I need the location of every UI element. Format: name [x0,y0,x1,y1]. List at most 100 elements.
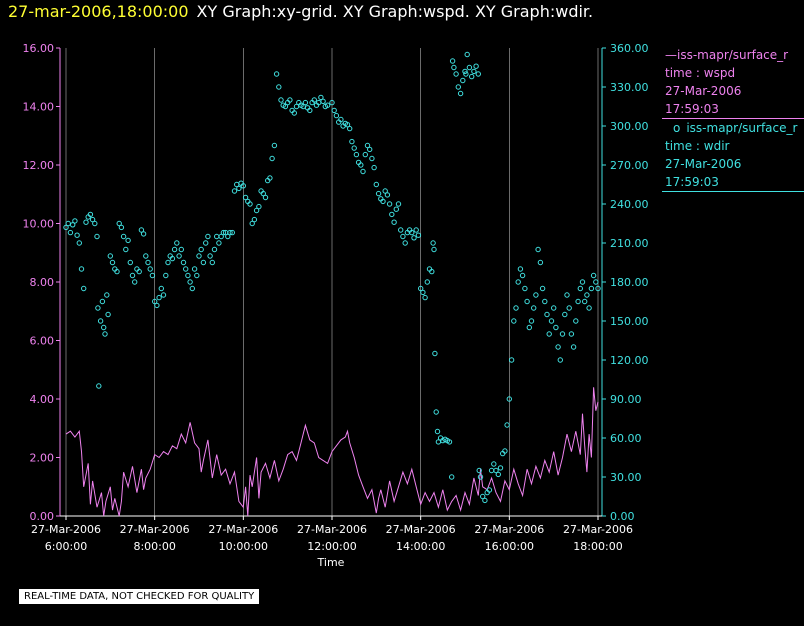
wdir-point [147,266,153,272]
wdir-point [63,224,69,231]
wdir-point [395,201,402,207]
wdir-point [495,471,501,478]
wdir-point [143,253,149,259]
wdir-point [398,227,404,233]
wdir-point [78,266,85,272]
wdir-point [351,145,357,151]
wdir-point [101,324,107,331]
right-tick-label: 30.00 [610,471,642,484]
right-tick-label: 0.00 [610,510,635,523]
wdir-point [236,185,242,192]
wdir-point [240,183,247,189]
wdir-point [269,155,275,162]
wdir-point [165,259,171,266]
wdir-point [65,220,71,227]
wdir-point [429,268,435,275]
right-tick-label: 300.00 [610,120,649,133]
wdir-point [318,94,324,101]
wdir-point [278,97,284,103]
x-tick-time: 10:00:00 [219,540,268,553]
left-tick-label: 16.00 [23,42,55,55]
wdir-point [449,58,456,64]
left-tick-label: 14.00 [23,101,55,114]
wdir-point [382,188,388,194]
legend-wspd-date: 27-Mar-2006 [665,84,742,98]
wdir-point [544,311,550,318]
legend-wdir-time: 17:59:03 [665,175,719,189]
wdir-point [249,220,255,227]
wdir-point [471,68,477,75]
wdir-point [476,467,482,474]
wdir-point [214,233,220,240]
quality-disclaimer: REAL-TIME DATA, NOT CHECKED FOR QUALITY [19,589,260,604]
wdir-point [358,162,364,168]
wdir-point [140,231,147,237]
wdir-point [329,99,335,106]
wdir-point [136,268,142,275]
wdir-point [353,151,360,158]
wdir-point [506,396,512,402]
wdir-series [63,51,601,504]
wdir-point [158,285,165,292]
vertical-grid [65,48,599,516]
wdir-point [469,73,475,80]
x-tick-time: 14:00:00 [396,540,445,553]
wdir-point [189,285,196,292]
wdir-point [546,331,552,337]
wdir-point [194,272,200,279]
wdir-point [564,292,570,298]
wdir-point [373,181,379,188]
x-tick-time: 16:00:00 [485,540,534,553]
wdir-point [524,298,530,305]
wdir-point [360,168,366,175]
legend-wdir: o iss-mapr/surface_r time : wdir 27-Mar-2… [662,119,804,191]
wdir-point [548,318,555,324]
wdir-point [302,99,309,106]
wdir-point [338,116,344,123]
wdir-point [371,164,377,171]
wdir-point [118,224,125,231]
wdir-point [557,357,563,363]
wdir-point [114,268,120,275]
wdir-point [477,474,484,480]
wdir-point [551,305,557,311]
wdir-point [434,428,441,435]
wdir-point [422,294,428,301]
wdir-point [502,448,508,454]
wdir-point [225,233,231,240]
wdir-point [531,305,537,311]
wdir-point [588,285,595,292]
left-tick-label: 4.00 [30,393,55,406]
wdir-point [180,259,187,266]
x-tick-date: 27-Mar-2006 [120,523,190,536]
right-tick-label: 210.00 [610,237,649,250]
wdir-point [446,439,453,445]
wdir-point [369,155,375,162]
wdir-point [171,246,178,253]
wdir-point [333,112,340,119]
wdir-point [504,422,510,428]
wdir-point [104,292,110,298]
wdir-point [462,68,468,75]
wdir-point [176,253,182,259]
wdir-point [187,279,193,285]
wdir-point [480,493,486,500]
wdir-point [174,240,180,246]
wdir-point [169,255,176,262]
wdir-point [211,246,218,253]
wdir-point [375,190,382,197]
legend-circle-marker: o [673,121,681,135]
left-tick-label: 10.00 [23,218,55,231]
wdir-point [320,98,326,105]
wdir-point [409,229,415,236]
wdir-point [493,467,499,474]
title-graphs: XY Graph:xy-grid. XY Graph:wspd. XY Grap… [196,2,594,21]
wdir-point [94,233,100,240]
left-tick-label: 0.00 [30,510,55,523]
wdir-point [260,190,266,197]
wdir-point [81,285,87,292]
wdir-point [200,259,207,266]
right-tick-label: 180.00 [610,276,649,289]
legend-wdir-xlabel: time : wdir [665,139,730,153]
